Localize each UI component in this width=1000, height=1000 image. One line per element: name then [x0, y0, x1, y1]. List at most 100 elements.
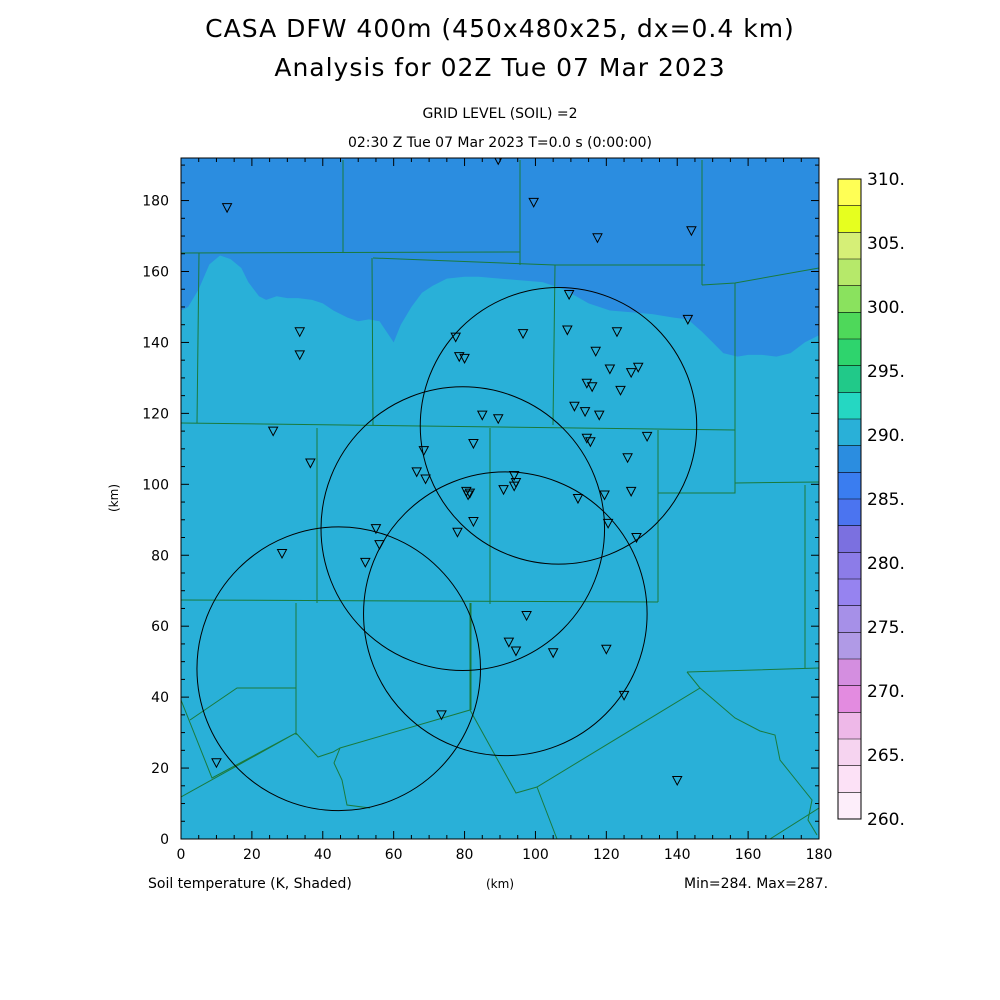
colorbar-label: 270. [867, 682, 905, 702]
station-marker [682, 314, 694, 325]
station-marker [492, 414, 504, 425]
station-marker [618, 690, 630, 701]
colorbar-label: 285. [867, 490, 905, 510]
station-marker [359, 557, 371, 568]
station-marker [370, 524, 382, 535]
colorbar-swatch [838, 232, 861, 260]
station-marker [468, 517, 479, 528]
colorbar-frame [837, 178, 862, 820]
colorbar-swatch [838, 392, 861, 420]
radar-ring [419, 286, 698, 565]
colorbar-swatch [838, 712, 861, 740]
station-marker [601, 644, 612, 655]
station-marker [625, 368, 637, 379]
station-marker [590, 346, 602, 357]
colorbar-swatch [838, 499, 861, 527]
colorbar-swatch [838, 579, 861, 607]
colorbar-label: 295. [867, 362, 905, 382]
colorbar-swatch [838, 685, 861, 713]
x-tick-label: 60 [385, 847, 403, 863]
y-tick-label: 0 [160, 832, 169, 848]
colorbar-swatch [838, 792, 861, 820]
field-cold-north [181, 158, 819, 357]
station-marker [686, 226, 697, 237]
station-markers [211, 158, 697, 787]
colorbar-swatch [838, 659, 861, 687]
station-marker [528, 197, 540, 208]
x-tick-label: 100 [522, 847, 549, 863]
station-marker [476, 410, 488, 421]
x-axis-unit: (km) [486, 877, 515, 891]
station-marker [625, 486, 637, 497]
station-marker [579, 407, 591, 418]
station-marker [593, 410, 605, 421]
station-marker [508, 481, 520, 492]
radar-ring [320, 386, 606, 672]
station-marker [374, 540, 385, 551]
station-marker [572, 494, 584, 505]
station-marker [581, 433, 593, 444]
station-marker [641, 431, 653, 442]
colorbar-label: 265. [867, 746, 905, 766]
y-axis: 0 20 40 60 80 100 120 140 160 180 [142, 164, 819, 848]
station-marker [599, 490, 610, 501]
colorbar-label: 300. [867, 298, 905, 318]
colorbar-label: 310. [867, 170, 905, 190]
station-marker [294, 350, 306, 361]
colorbar-label: 275. [867, 618, 905, 638]
station-marker [562, 325, 573, 336]
colorbar-swatch [838, 445, 861, 473]
radar-ring [196, 526, 482, 812]
station-marker [464, 488, 476, 499]
station-marker [420, 474, 431, 485]
station-marker [498, 485, 509, 496]
colorbar: 310. 305. 300. 295. 290. 285. 280. 275. 270. 265.… [837, 170, 905, 830]
station-marker [631, 533, 642, 544]
station-marker [569, 401, 580, 412]
station-marker [452, 527, 463, 538]
station-marker [581, 378, 593, 389]
radar-ring [363, 471, 648, 757]
field-label: Soil temperature (K, Shaded) [148, 876, 352, 892]
colorbar-swatch [838, 259, 861, 287]
x-axis: 0 20 40 60 80 100 120 140 160 180 [177, 158, 833, 863]
station-marker [211, 758, 222, 769]
station-marker [450, 332, 462, 343]
x-tick-label: 20 [243, 847, 261, 863]
station-marker [517, 329, 529, 340]
colorbar-swatch [838, 365, 861, 393]
grid-level-label: GRID LEVEL (SOIL) =2 [422, 106, 578, 122]
colorbar-label: 260. [867, 810, 905, 830]
colorbar-swatch [838, 552, 861, 580]
station-marker [585, 437, 596, 448]
station-marker [221, 203, 233, 214]
station-marker [510, 646, 522, 657]
y-tick-label: 100 [142, 477, 169, 493]
colorbar-swatch [838, 472, 861, 500]
station-marker [671, 775, 683, 787]
colorbar-swatch [838, 739, 861, 767]
station-marker [503, 637, 515, 648]
colorbar-swatch [838, 525, 861, 553]
colorbar-label: 305. [867, 234, 905, 254]
x-tick-label: 160 [735, 847, 762, 863]
x-tick-label: 180 [806, 847, 833, 863]
station-marker [586, 382, 598, 393]
chart-subtitle: Analysis for 02Z Tue 07 Mar 2023 [274, 53, 726, 82]
station-marker [508, 470, 520, 482]
y-tick-label: 80 [151, 548, 169, 564]
station-marker [462, 490, 474, 501]
colorbar-swatch [838, 205, 861, 233]
colorbar-swatch [838, 605, 861, 633]
colorbar-swatch [838, 632, 861, 660]
station-marker [602, 518, 614, 529]
y-tick-label: 20 [151, 761, 169, 777]
chart-title: CASA DFW 400m (450x480x25, dx=0.4 km) [205, 14, 795, 43]
y-tick-label: 60 [151, 619, 169, 635]
station-marker [604, 364, 616, 375]
station-marker [632, 362, 644, 373]
station-marker [468, 439, 479, 450]
station-marker [418, 446, 430, 457]
colorbar-swatch [838, 285, 861, 313]
